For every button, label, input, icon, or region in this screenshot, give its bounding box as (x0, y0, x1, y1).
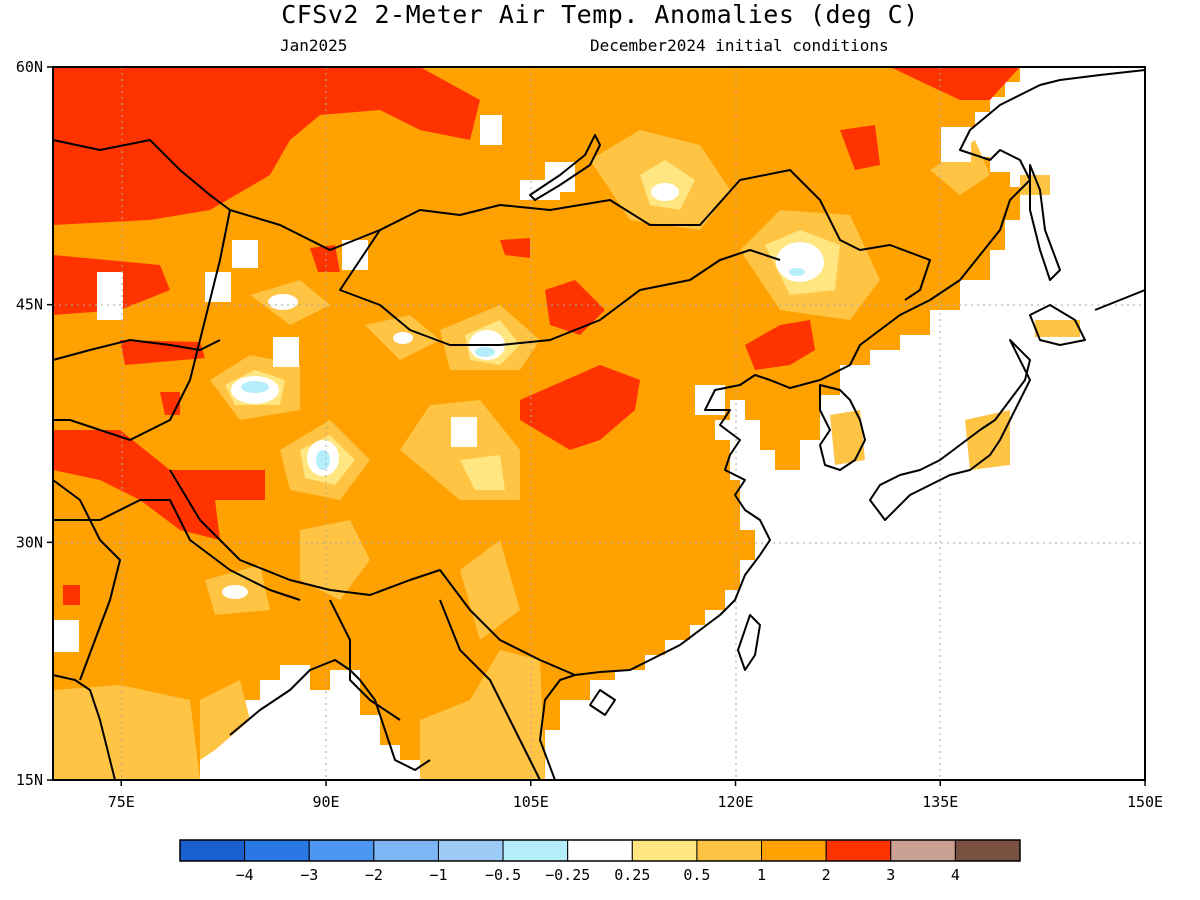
indochina-light-orange (420, 650, 545, 780)
initial-conditions-label: December2024 initial conditions (590, 36, 889, 55)
south-india-light-orange (53, 685, 200, 780)
colorbar-label-8: 1 (757, 866, 766, 884)
central-asia-border (52, 339, 221, 361)
japan-light-orange (965, 410, 1010, 470)
indochina-border (439, 599, 541, 781)
korea-coastline (819, 384, 866, 471)
india-coastline (52, 674, 116, 781)
mongolia-china-border (339, 229, 781, 346)
colorbar-swatch-11 (890, 839, 956, 862)
manchuria-cool-center (789, 268, 805, 276)
mongolia-white-center (651, 183, 679, 201)
altai-red (310, 245, 340, 272)
sakhalin-light-orange (1020, 175, 1050, 195)
lat-tick-label-2: 30N (16, 533, 43, 551)
colorbar-label-7: 0.5 (683, 866, 710, 884)
northeast-siberia-red (890, 67, 1020, 100)
manchuria-white-center (776, 242, 824, 282)
hokkaido-coastline (1029, 304, 1086, 346)
lon-tick-label-1: 90E (312, 793, 339, 811)
taiwan-coastline (737, 614, 761, 671)
kazakhstan-china-border (53, 209, 231, 441)
bay-of-bengal-coastline (229, 659, 431, 771)
tibet-light-orange (300, 520, 370, 600)
colorbar-label-3: −1 (429, 866, 447, 884)
graticule (53, 67, 1145, 780)
colorbar-swatch-7 (631, 839, 698, 862)
colorbar-label-11: 4 (951, 866, 960, 884)
colorbar-swatch-2 (308, 839, 375, 862)
colorbar-label-1: −3 (300, 866, 318, 884)
iran-red (63, 585, 80, 605)
china-south-border (169, 469, 576, 676)
colorbar-swatch-0 (179, 839, 246, 862)
colorbar-label-5: −0.25 (545, 866, 590, 884)
colorbar: −4 −3 −2 −1 −0.5 −0.25 0.25 0.5 1 2 3 4 (179, 839, 1021, 884)
qinghai-cool-center (316, 450, 330, 470)
india-north-border (53, 499, 301, 601)
colorbar-swatch-6 (567, 839, 633, 862)
valid-month-label: Jan2025 (280, 36, 348, 55)
korea-light-orange (830, 410, 865, 465)
colorbar-frame (179, 839, 1021, 862)
myanmar-border (329, 599, 401, 721)
japan-coastline (869, 339, 1031, 521)
lake-baikal-outline (529, 134, 601, 201)
south-tibet-white-center (222, 585, 248, 599)
kazakh-red (120, 340, 205, 365)
colorbar-swatch-8 (696, 839, 763, 862)
colorbar-swatch-12 (954, 839, 1021, 862)
lat-tick-label-0: 60N (16, 58, 43, 76)
tarim-cool-center (241, 381, 269, 393)
colorbar-swatch-1 (244, 839, 310, 862)
russia-china-border (229, 169, 931, 301)
west-asia-border (52, 479, 121, 681)
colorbar-swatch-9 (761, 839, 827, 862)
lat-tick-label-1: 45N (16, 296, 43, 314)
gansu-cool-center (475, 347, 495, 357)
north-china-red (520, 365, 640, 450)
dzungaria-white-center (268, 294, 298, 310)
colorbar-swatch-3 (373, 839, 439, 862)
chart-title: CFSv2 2-Meter Air Temp. Anomalies (deg C… (281, 0, 919, 29)
mongolia-red (545, 280, 605, 335)
hokkaido-light-orange (1035, 320, 1080, 337)
colorbar-label-0: −4 (236, 866, 254, 884)
map-frame (52, 66, 1146, 781)
coastlines-and-borders (52, 69, 1146, 781)
lon-tick-label-2: 105E (513, 793, 549, 811)
altai-white-center (393, 332, 413, 344)
east-siberia-light-orange (930, 140, 990, 195)
sakhalin-coastline (1029, 164, 1061, 281)
west-siberia-red (53, 67, 480, 225)
colorbar-swatch-5 (502, 839, 569, 862)
colorbar-label-10: 3 (886, 866, 895, 884)
colorbar-label-4: −0.5 (485, 866, 521, 884)
lon-tick-label-5: 150E (1127, 793, 1163, 811)
okhotsk-red (840, 125, 880, 170)
pamir-red (53, 430, 265, 540)
manchuria-red (745, 320, 815, 370)
asia-east-coastline (539, 69, 1146, 781)
colorbar-swatch-10 (825, 839, 892, 862)
map-axes: 75E 90E 105E 120E 135E 150E 60N 45N 30N 15N (16, 58, 1163, 811)
lon-tick-label-3: 120E (717, 793, 753, 811)
colorbar-label-9: 2 (822, 866, 831, 884)
indochina-coastline (589, 689, 616, 716)
india-light-orange (200, 680, 250, 760)
colorbar-swatch-4 (437, 839, 504, 862)
no-data-masks (53, 115, 971, 652)
lon-tick-label-0: 75E (108, 793, 135, 811)
lon-tick-label-4: 135E (922, 793, 958, 811)
colorbar-label-6: 0.25 (614, 866, 650, 884)
anomaly-field (53, 67, 1145, 780)
kamchatka-coastline (1094, 289, 1146, 311)
qaidam-pale-yellow (460, 455, 505, 490)
caspian-border (52, 139, 231, 211)
lat-tick-label-3: 15N (16, 771, 43, 789)
baikal-red (500, 238, 530, 258)
colorbar-label-2: −2 (365, 866, 383, 884)
